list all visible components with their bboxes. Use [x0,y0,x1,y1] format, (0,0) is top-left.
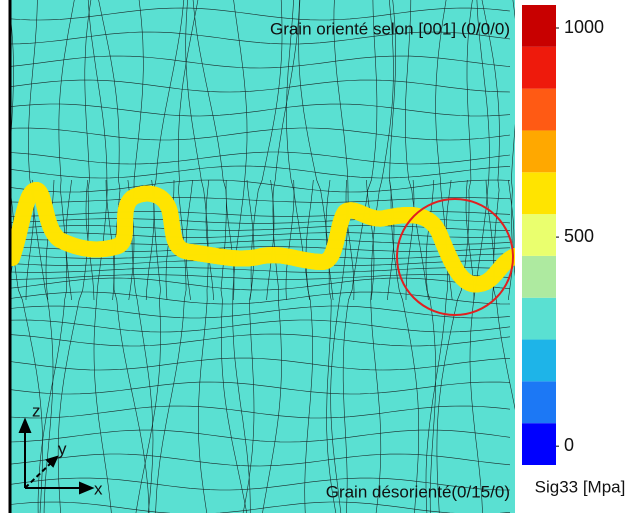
mesh-line [0,0,8,513]
mesh-line [10,319,511,333]
mesh-line [10,305,511,319]
title: Grain orienté selon [001] (0/0/0) [270,19,510,38]
mesh-line [10,267,511,273]
mesh-line [10,103,511,117]
mesh-line [205,179,214,301]
mesh-line [10,7,511,21]
colorbar-segment [522,423,556,465]
axis-label: x [94,479,103,498]
colorbar-tick-label: 500 [564,226,594,246]
colorbar-segment [522,214,556,256]
mesh-line [285,179,295,301]
mesh-line [10,333,511,347]
mesh-line [405,0,437,513]
mesh-line [131,0,154,513]
axis-label: z [32,401,41,420]
mesh-line [10,405,511,419]
mesh-line [342,0,378,513]
mesh-line [28,0,54,513]
mesh-line [10,31,511,45]
colorbar-segment [522,255,556,298]
mesh-line [135,0,185,513]
colorbar-label: Sig33 [Mpa] [535,477,626,496]
mesh-line [10,357,511,371]
mesh-line [10,79,511,93]
mesh-line [10,55,511,69]
colorbar-segment [522,381,556,424]
colorbar-segment [522,46,556,89]
colorbar-segment [522,172,556,215]
mesh-line [469,0,490,513]
mesh-line [330,0,349,513]
mesh-line [10,127,511,141]
mesh-line [370,0,394,513]
mesh-line [185,179,193,301]
axis-triad [18,417,95,495]
mesh-line [85,179,95,301]
mesh-line [481,0,515,411]
mesh-line [10,381,511,395]
mesh-line [10,477,511,491]
mesh-line [436,0,473,513]
mesh-line [389,0,419,513]
colorbar-segment [522,88,556,131]
mesh-line [45,179,55,301]
mesh-line [246,179,255,301]
colorbar-segment [522,297,556,340]
colorbar-segment [522,130,556,173]
interface [10,182,515,284]
mesh-line [305,179,314,301]
mesh-line [10,274,511,280]
mesh-line [10,165,511,179]
mesh-line [325,179,334,301]
mesh-line [225,179,235,301]
mesh-line [10,197,511,203]
mesh-line [10,179,511,193]
mesh-line [387,179,395,301]
mesh-line [10,151,511,165]
colorbar: 0 500 1000 [522,5,604,465]
mesh-line [10,232,511,238]
colorbar-segment [522,339,556,382]
colorbar-tick-label: 1000 [564,17,604,37]
colorbar-segment [522,5,556,47]
subtitle: Grain désorienté(0/15/0) [326,482,510,501]
colorbar-tick-label: 0 [564,435,574,455]
mesh-line [10,429,511,443]
highlight-circle [396,198,514,316]
mesh-line [37,0,75,513]
mesh-line [425,179,435,301]
mesh-line [405,179,415,301]
axis-label: y [58,439,67,458]
mesh-line [508,179,515,301]
mesh-line [10,291,511,305]
